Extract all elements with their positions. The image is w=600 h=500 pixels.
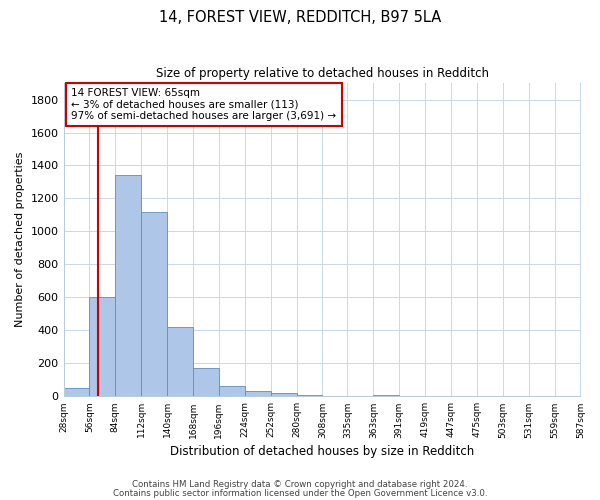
Y-axis label: Number of detached properties: Number of detached properties bbox=[15, 152, 25, 328]
Bar bbox=[141, 212, 167, 396]
Text: 14 FOREST VIEW: 65sqm
← 3% of detached houses are smaller (113)
97% of semi-deta: 14 FOREST VIEW: 65sqm ← 3% of detached h… bbox=[71, 88, 337, 121]
Text: 14, FOREST VIEW, REDDITCH, B97 5LA: 14, FOREST VIEW, REDDITCH, B97 5LA bbox=[159, 10, 441, 25]
Text: Contains HM Land Registry data © Crown copyright and database right 2024.: Contains HM Land Registry data © Crown c… bbox=[132, 480, 468, 489]
Bar bbox=[115, 176, 141, 396]
Bar bbox=[193, 368, 219, 396]
Text: Contains public sector information licensed under the Open Government Licence v3: Contains public sector information licen… bbox=[113, 490, 487, 498]
Bar bbox=[167, 327, 193, 396]
Bar bbox=[219, 386, 245, 396]
Bar bbox=[64, 388, 89, 396]
Bar bbox=[89, 298, 115, 396]
X-axis label: Distribution of detached houses by size in Redditch: Distribution of detached houses by size … bbox=[170, 444, 474, 458]
Bar bbox=[271, 393, 296, 396]
Bar bbox=[245, 392, 271, 396]
Title: Size of property relative to detached houses in Redditch: Size of property relative to detached ho… bbox=[155, 68, 488, 80]
